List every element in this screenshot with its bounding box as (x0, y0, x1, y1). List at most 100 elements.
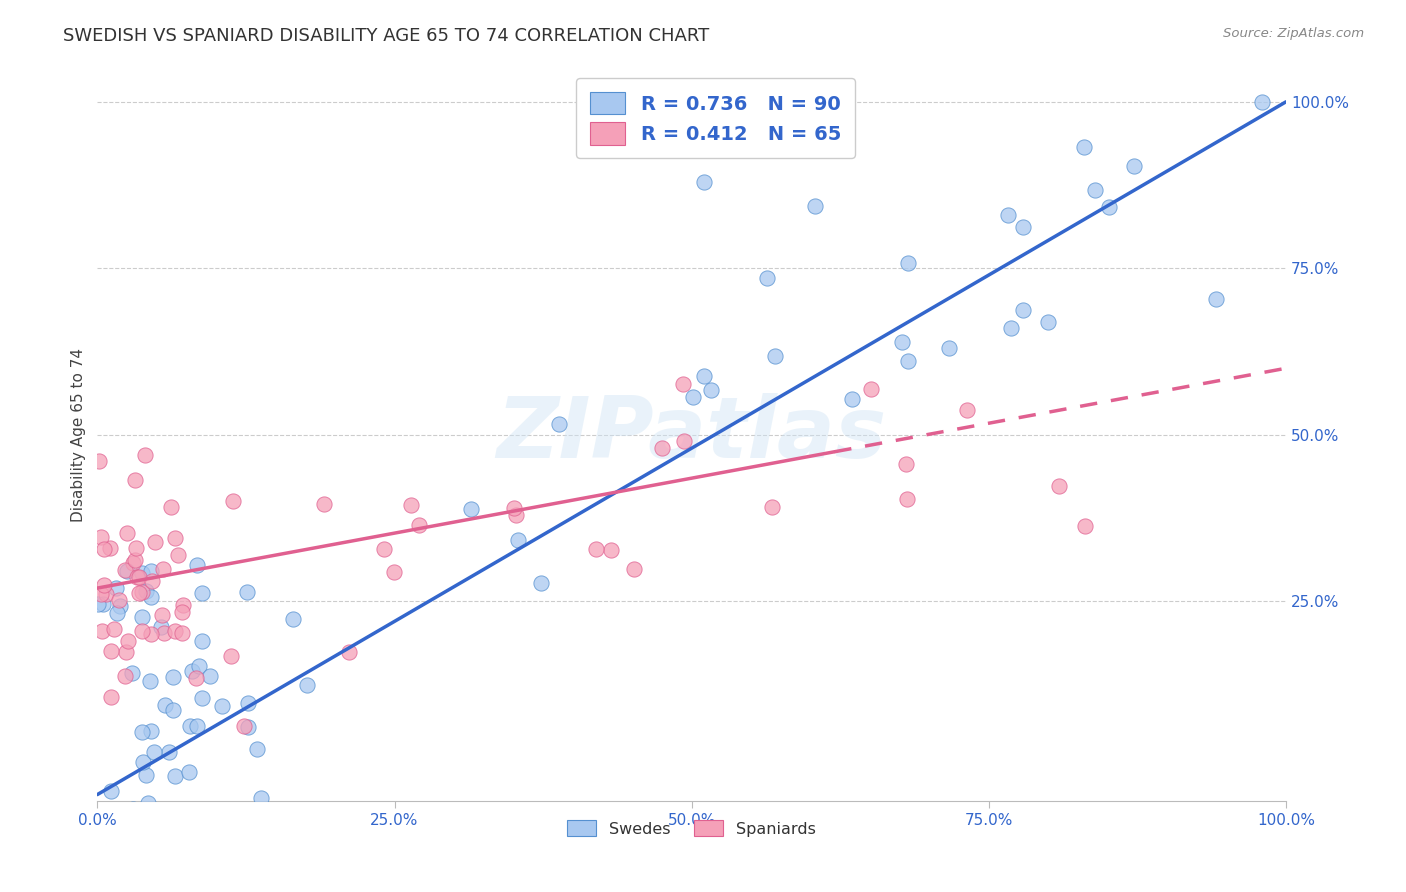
Point (585, 541, 607, 556)
Legend: Swedes, Spaniards: Swedes, Spaniards (560, 812, 824, 845)
Point (139, 591, 162, 605)
Point (232, 718, 254, 732)
Point (162, 703, 184, 717)
Point (153, 698, 176, 712)
Point (700, 383, 723, 397)
Point (89, 587, 111, 601)
Point (179, 764, 201, 779)
Point (172, 625, 194, 640)
Point (938, 341, 960, 355)
Point (118, 822, 141, 836)
Point (236, 585, 259, 599)
Point (107, 606, 129, 620)
Point (373, 541, 395, 556)
Point (503, 500, 526, 515)
Point (134, 448, 156, 462)
Point (108, 822, 131, 837)
Point (401, 498, 423, 512)
Point (143, 534, 166, 549)
Point (131, 566, 153, 581)
Point (121, 841, 143, 855)
Point (149, 620, 172, 634)
Text: SWEDISH VS SPANIARD DISABILITY AGE 65 TO 74 CORRELATION CHART: SWEDISH VS SPANIARD DISABILITY AGE 65 TO… (63, 27, 710, 45)
Point (1084, 184, 1107, 198)
Point (108, 889, 131, 892)
Point (530, 575, 553, 590)
Point (672, 434, 695, 449)
Text: Source: ZipAtlas.com: Source: ZipAtlas.com (1223, 27, 1364, 40)
Point (117, 564, 139, 578)
Point (94, 822, 117, 836)
Point (131, 585, 153, 599)
Point (124, 830, 146, 844)
Point (191, 691, 214, 706)
Point (172, 852, 194, 866)
Point (761, 500, 783, 514)
Point (281, 612, 304, 626)
Point (165, 624, 187, 639)
Point (94, 587, 117, 601)
Point (124, 553, 146, 567)
Point (93, 577, 115, 591)
Point (897, 255, 920, 269)
Point (128, 859, 150, 873)
Point (152, 626, 174, 640)
Point (186, 558, 208, 573)
Point (143, 832, 166, 847)
Point (166, 548, 188, 562)
Point (93, 541, 115, 556)
Point (143, 746, 166, 760)
Point (117, 633, 139, 648)
Point (841, 392, 863, 407)
Point (103, 622, 125, 636)
Point (222, 494, 245, 508)
Point (93, 598, 115, 612)
Point (139, 564, 162, 578)
Point (167, 862, 190, 876)
Point (125, 847, 148, 861)
Point (186, 671, 208, 685)
Point (139, 814, 162, 828)
Point (157, 745, 180, 759)
Point (692, 175, 714, 189)
Point (956, 403, 979, 417)
Point (295, 678, 318, 692)
Point (236, 696, 259, 710)
Point (891, 334, 914, 349)
Point (131, 609, 153, 624)
Y-axis label: Disability Age 65 to 74: Disability Age 65 to 74 (72, 348, 86, 522)
Point (382, 565, 405, 579)
Point (108, 593, 131, 607)
Point (124, 473, 146, 487)
Point (121, 665, 143, 680)
Point (141, 574, 163, 589)
Point (547, 417, 569, 431)
Point (236, 720, 259, 734)
Point (188, 659, 211, 673)
Point (211, 699, 233, 714)
Point (672, 376, 695, 391)
Point (105, 581, 128, 595)
Point (1251, 95, 1274, 109)
Point (131, 724, 153, 739)
Point (1205, 292, 1227, 306)
Point (114, 669, 136, 683)
Point (114, 563, 136, 577)
Point (128, 863, 150, 878)
Point (997, 208, 1019, 222)
Point (90, 530, 112, 544)
Point (100, 643, 122, 657)
Point (1122, 159, 1144, 173)
Point (763, 349, 786, 363)
Point (139, 674, 162, 689)
Point (179, 719, 201, 733)
Point (186, 719, 208, 733)
Point (693, 369, 716, 384)
Point (135, 768, 157, 782)
Point (181, 665, 204, 679)
Point (100, 690, 122, 704)
Point (1012, 303, 1035, 318)
Point (121, 557, 143, 571)
Point (249, 791, 271, 805)
Point (460, 502, 482, 516)
